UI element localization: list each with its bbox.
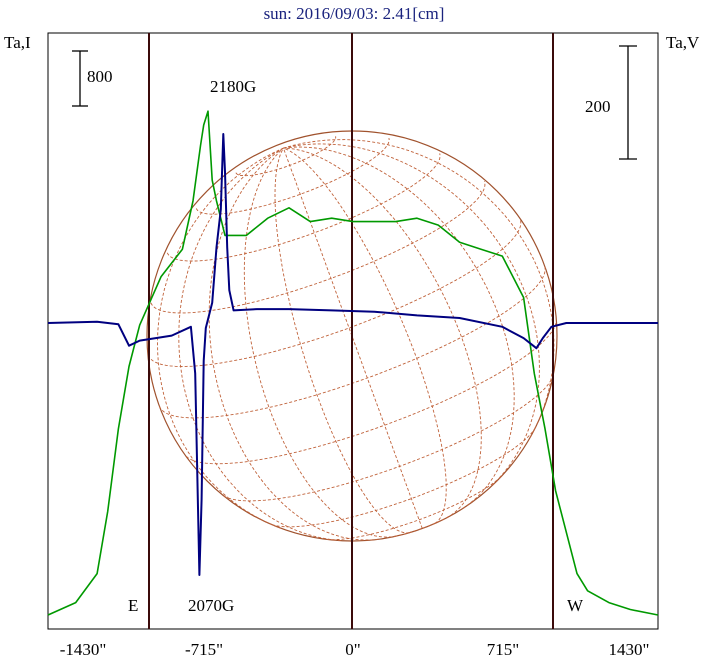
longitude-line — [157, 147, 284, 529]
longitude-line — [243, 147, 397, 538]
annotation-trough: 2070G — [188, 596, 234, 615]
latitude-line — [271, 428, 536, 528]
x-tick-label: 1430" — [609, 640, 650, 659]
series-line-intensity — [47, 110, 659, 616]
scale-bar-right-label: 200 — [585, 97, 611, 116]
x-tick-label: -715" — [185, 640, 223, 659]
scale-bar-left — [72, 50, 88, 107]
longitude-line — [282, 147, 423, 529]
series-group — [47, 110, 659, 616]
latitude-line — [326, 474, 503, 541]
x-tick-label: 715" — [487, 640, 519, 659]
latitude-line — [223, 375, 554, 502]
chart-title: sun: 2016/09/03: 2.41[cm] — [264, 4, 445, 23]
x-tick-label: 0" — [345, 640, 360, 659]
latitude-line — [166, 153, 441, 262]
latitude-line — [186, 321, 557, 465]
annotation-peak: 2180G — [210, 77, 256, 96]
longitude-line — [283, 147, 482, 519]
longitude-line — [283, 143, 540, 486]
y-axis-label-left: Ta,I — [4, 33, 31, 52]
longitude-line — [274, 147, 410, 534]
limb-label-east: E — [128, 596, 138, 615]
series-line-polarization — [47, 133, 658, 576]
longitude-line — [283, 146, 515, 509]
scale-bar-right — [619, 45, 637, 160]
scale-bar-left-label: 800 — [87, 67, 113, 86]
y-axis-label-right: Ta,V — [666, 33, 700, 52]
longitude-line — [208, 147, 379, 541]
limb-label-west: W — [567, 596, 584, 615]
latitude-line — [150, 181, 486, 314]
x-tick-label: -1430" — [60, 640, 107, 659]
limb-lines — [148, 33, 554, 629]
longitude-line — [283, 147, 447, 524]
